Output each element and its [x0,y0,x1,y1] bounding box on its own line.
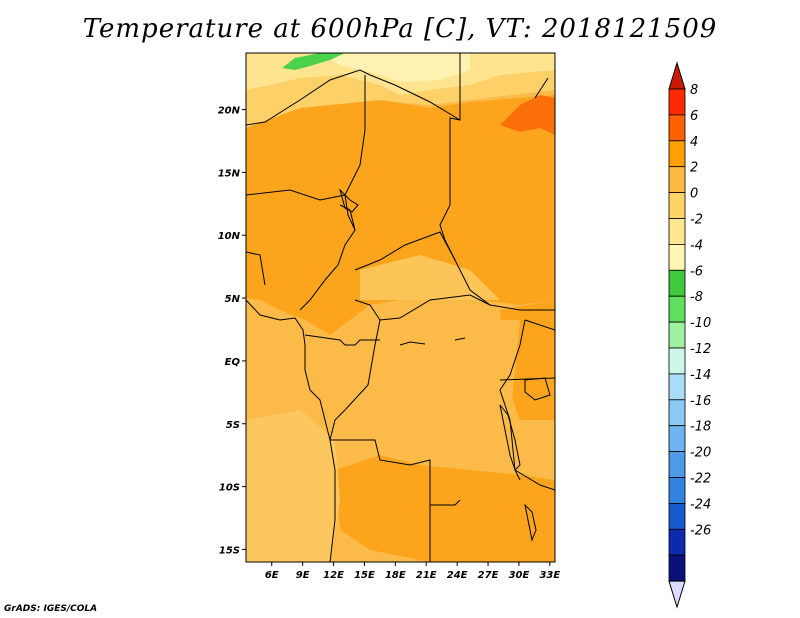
colorbar-segment [668,347,686,375]
border-nigeria-cameroon [299,204,356,311]
border-car-south [354,294,555,321]
border-coast-west [246,299,336,562]
colorbar-segment [668,528,686,556]
lat-tick-label: 15S [219,545,240,556]
colorbar-level-label: -10 [690,316,711,331]
border-lake-tanganyika [499,404,521,471]
colorbar-level-label: -8 [690,290,703,305]
border-tanzania [514,469,555,491]
map-title: Temperature at 600hPa [C], VT: 201812150… [82,14,718,44]
colorbar-segment [668,218,686,245]
map-frame [245,52,556,563]
grads-credit: GrADS: IGES/COLA [4,604,98,614]
colorbar-level-label: -6 [690,264,703,279]
contour-2-4-south [335,455,555,562]
colorbar: 8 6 4 2 0 -2 -4 -6 -8 -10 -12 -14 -16 -18 -20 -22 -24 -26 [668,61,711,609]
colorbar-segment [668,114,686,142]
border-lake-chad [339,188,359,213]
contour-4-6-hotspot [500,95,555,135]
border-chad-car [354,231,456,271]
colorbar-level-label: -20 [690,446,711,461]
lat-tick-label: 5N [225,294,241,305]
colorbar-segment [668,269,686,297]
contour-cold-green [282,53,345,70]
colorbar-level-label: -26 [690,523,711,538]
colorbar-level-label: -12 [690,342,711,357]
colorbar-level-label: -16 [690,394,711,409]
border-cameroon-gabon [304,334,380,346]
colorbar-level-label: 6 [690,109,698,124]
border-nigeria-north [246,189,346,201]
contour-0-2-southwest [246,410,340,562]
colorbar-top-arrow [668,61,686,90]
colorbar-segment [668,451,686,478]
border-misc-3 [534,77,549,99]
lon-tick-label: 15E [354,570,375,581]
colorbar-segment [668,373,686,401]
lon-tick-label: 18E [385,570,406,581]
colorbar-segment [668,192,686,219]
border-misc-1 [399,341,426,346]
latitude-axis: 20N 15N 10N 5N EQ 5S 10S 15S [218,106,246,556]
lat-tick-label: 10S [219,483,240,494]
longitude-axis: 6E 9E 12E 15E 18E 21E 24E 27E 30E 33E [265,562,560,581]
contour-2-4 [246,95,555,335]
country-borders [246,53,555,562]
lon-tick-label: 33E [539,570,560,581]
colorbar-segment [668,425,686,453]
colorbar-segment [668,166,686,193]
contour-minus4-minus2 [320,53,470,82]
lon-tick-label: 30E [509,570,530,581]
colorbar-level-label: -4 [690,238,703,253]
lon-tick-label: 21E [416,570,437,581]
border-misc-2 [454,337,466,341]
colorbar-level-label: -2 [690,213,703,228]
border-east-lakes [499,377,555,381]
colorbar-segment [668,295,686,323]
border-uganda [524,319,555,331]
colorbar-segment [668,321,686,349]
colorbar-segment [668,554,686,582]
contour-0-2-central [360,255,500,300]
contour-0-2-congo [395,320,520,430]
lon-tick-label: 24E [447,570,468,581]
lon-tick-label: 12E [323,570,344,581]
colorbar-level-label: 2 [690,161,698,176]
lat-tick-label: EQ [225,357,241,368]
colorbar-segment [668,477,686,504]
border-algeria-niger [246,69,461,126]
border-lake-victoria [524,377,551,401]
colorbar-segment [668,140,686,168]
border-niger-chad [344,75,366,231]
border-lake-malawi [524,503,537,542]
temperature-field [246,53,555,562]
lat-tick-label: 10N [218,231,241,242]
border-benin [246,251,266,286]
lat-tick-label: 15N [218,168,241,179]
colorbar-level-label: 4 [690,135,698,150]
colorbar-segment [668,502,686,530]
colorbar-segment [668,243,686,271]
border-libya-chad [449,53,461,205]
lon-tick-label: 9E [296,570,310,581]
colorbar-segment [668,88,686,116]
colorbar-level-label: -22 [690,472,711,487]
colorbar-level-label: -18 [690,420,711,435]
lon-tick-label: 27E [478,570,499,581]
colorbar-level-label: 0 [690,187,698,202]
border-drc-angola [330,439,461,506]
lat-tick-label: 5S [226,420,240,431]
lon-tick-label: 6E [265,570,279,581]
colorbar-level-label: -14 [690,368,711,383]
colorbar-level-label: -24 [690,497,711,512]
colorbar-segment [668,399,686,427]
colorbar-bottom-arrow [668,580,686,609]
colorbar-level-label: 8 [690,83,698,98]
lat-tick-label: 20N [218,106,241,117]
border-congo-drc [329,319,381,441]
